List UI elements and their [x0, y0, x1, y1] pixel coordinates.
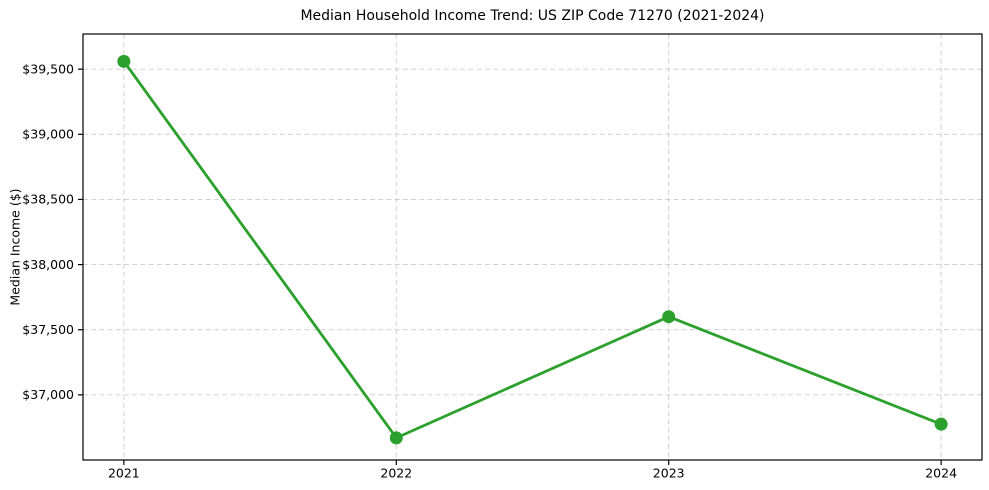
y-tick-label: $38,000 — [22, 257, 74, 272]
data-point-2023 — [662, 310, 676, 324]
y-tick-label: $38,500 — [22, 192, 74, 207]
data-point-2024 — [934, 417, 948, 431]
plot-border — [82, 33, 983, 461]
data-point-2021 — [117, 54, 131, 68]
y-tick-label: $37,500 — [22, 322, 74, 337]
y-tick-label: $39,000 — [22, 127, 74, 142]
y-tick-label: $37,000 — [22, 387, 74, 402]
y-tick-label: $39,500 — [22, 61, 74, 76]
x-tick-label: 2021 — [108, 466, 140, 481]
data-point-2022 — [389, 431, 403, 445]
chart-title: Median Household Income Trend: US ZIP Co… — [300, 8, 765, 24]
x-tick-label: 2023 — [653, 466, 685, 481]
y-axis-label: Median Income ($) — [7, 188, 23, 306]
x-tick-label: 2022 — [380, 466, 412, 481]
x-tick-label: 2024 — [925, 466, 957, 481]
income-trend-line — [122, 59, 943, 440]
